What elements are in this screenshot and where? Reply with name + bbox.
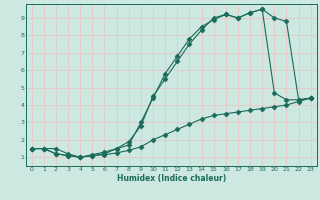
X-axis label: Humidex (Indice chaleur): Humidex (Indice chaleur) bbox=[116, 174, 226, 183]
